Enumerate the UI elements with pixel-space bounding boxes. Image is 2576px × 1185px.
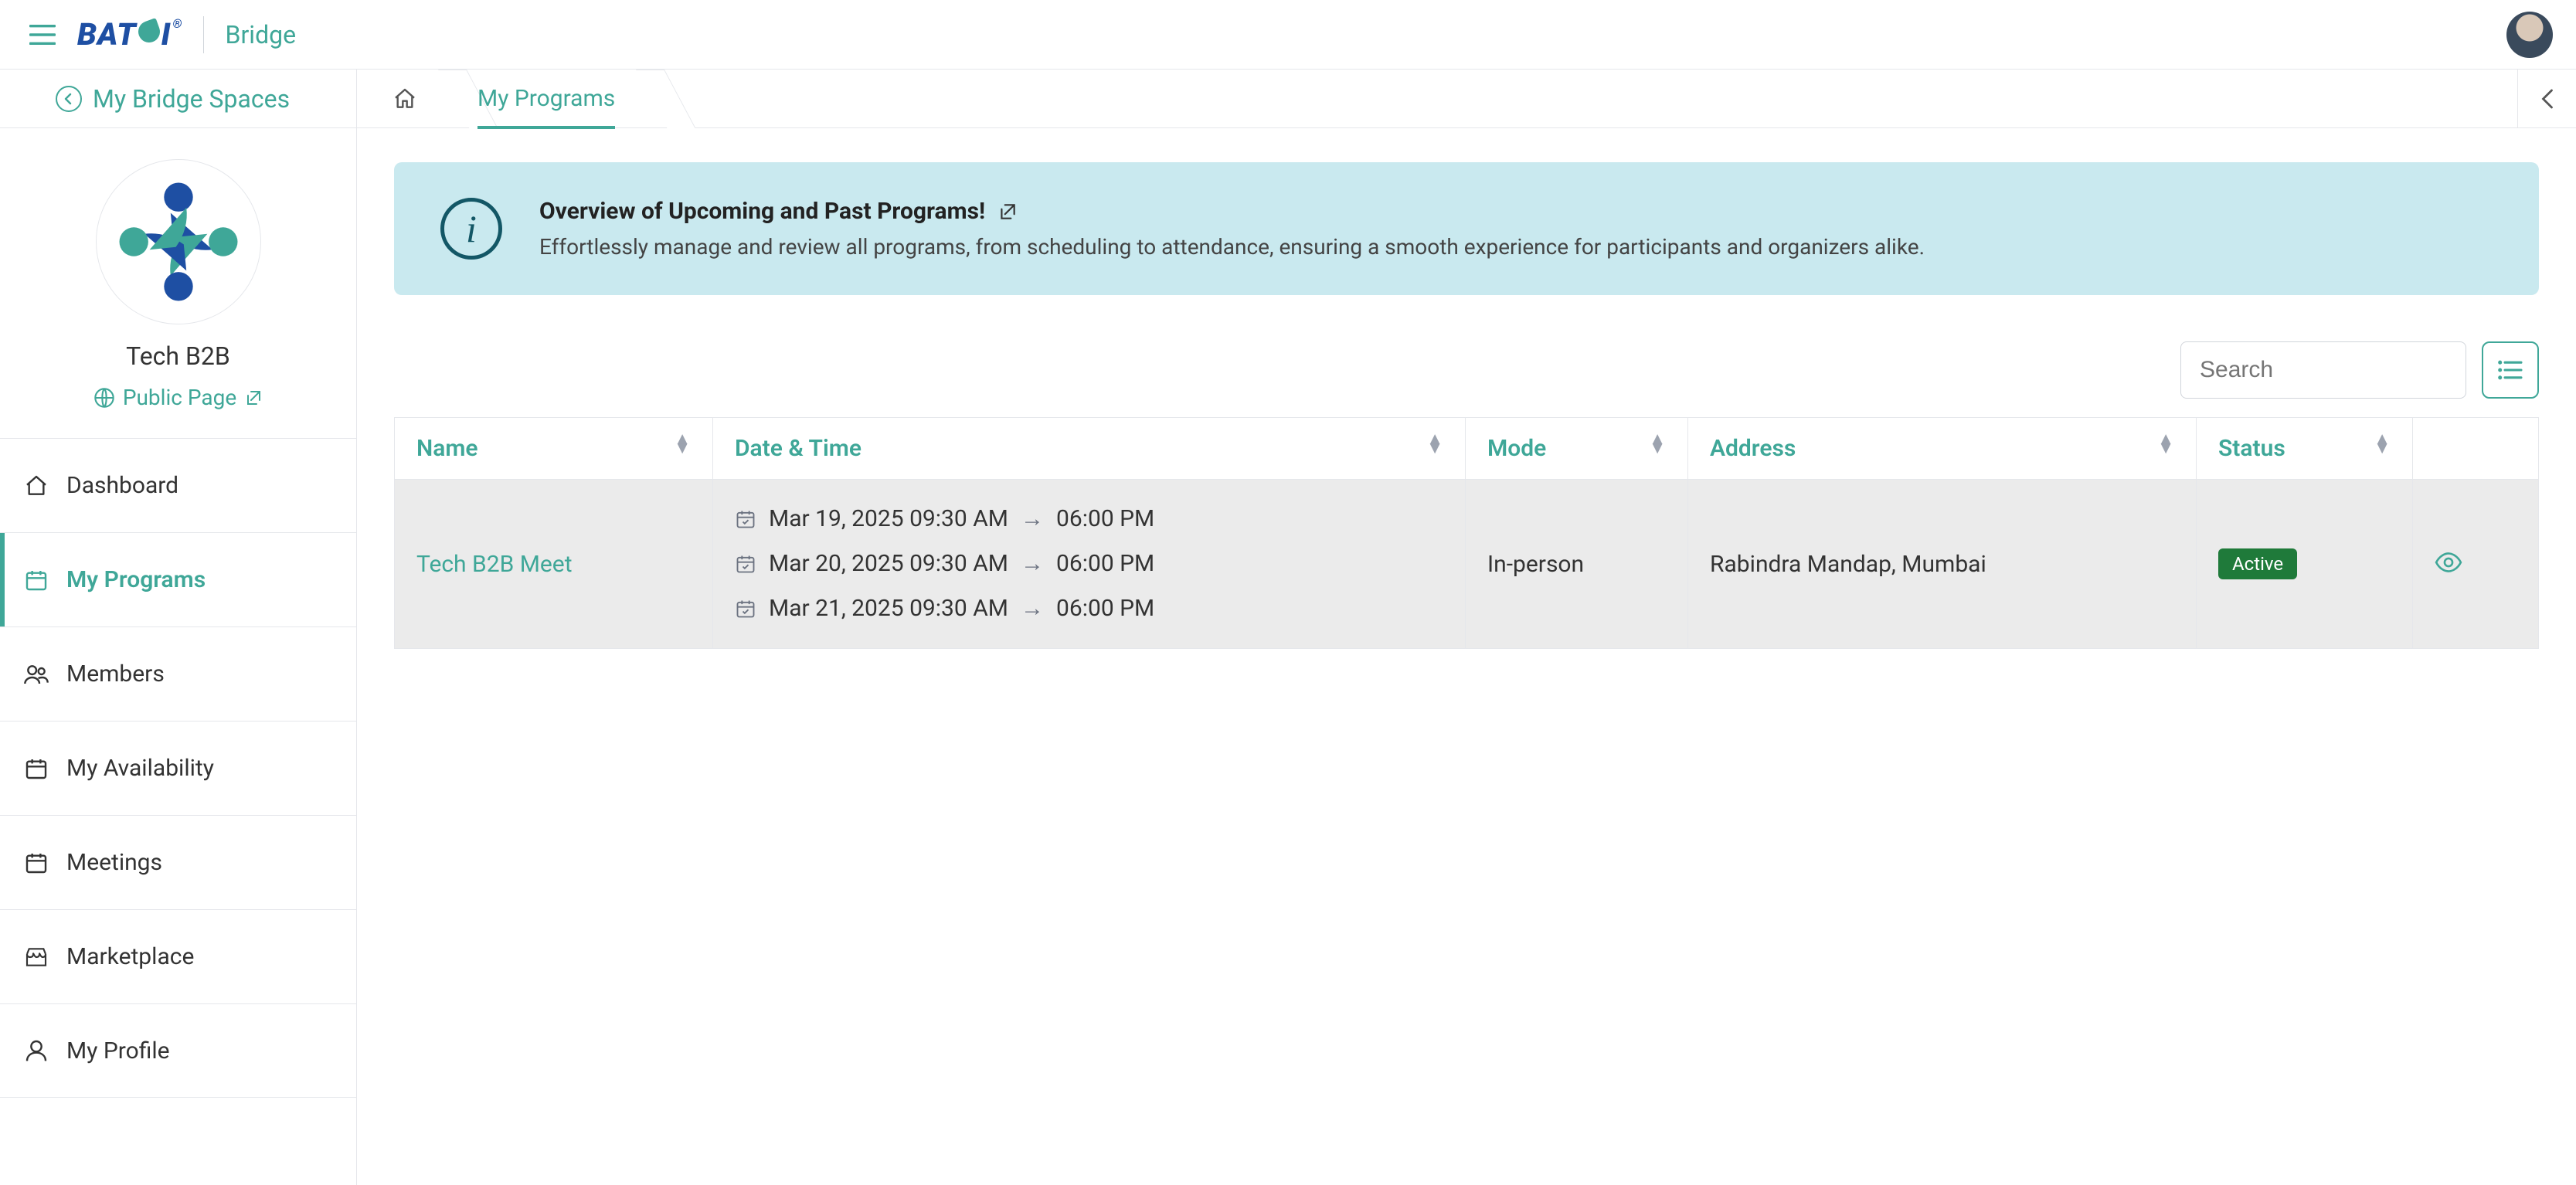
sidebar-item-label: Marketplace bbox=[66, 943, 194, 970]
header-divider bbox=[203, 16, 204, 53]
space-logo-icon bbox=[113, 176, 244, 307]
breadcrumb-home[interactable] bbox=[357, 70, 453, 127]
sidebar-item-dashboard[interactable]: Dashboard bbox=[0, 438, 356, 532]
date-entry: Mar 21, 2025 09:30 AM → 06:00 PM bbox=[735, 586, 1443, 631]
info-icon: i bbox=[440, 198, 502, 260]
sidebar-item-label: Meetings bbox=[66, 849, 162, 876]
breadcrumb-back[interactable]: My Bridge Spaces bbox=[0, 70, 357, 127]
column-header-status[interactable]: Status ▲▼ bbox=[2197, 418, 2413, 480]
chevron-left-icon bbox=[2539, 88, 2556, 110]
sidebar: Tech B2B Public Page Dashboard bbox=[0, 128, 357, 1185]
sidebar-item-label: My Programs bbox=[66, 566, 206, 593]
home-icon bbox=[23, 474, 49, 498]
sidebar-item-label: Dashboard bbox=[66, 472, 178, 499]
space-name: Tech B2B bbox=[126, 341, 230, 371]
search-input[interactable] bbox=[2180, 341, 2466, 399]
info-banner: i Overview of Upcoming and Past Programs… bbox=[394, 162, 2539, 295]
banner-title: Overview of Upcoming and Past Programs! bbox=[539, 198, 1925, 225]
table-row[interactable]: Tech B2B Meet Mar 19, 2025 09:30 AM → 06… bbox=[395, 480, 2539, 649]
external-link-icon[interactable] bbox=[997, 202, 1018, 222]
arrow-right-icon: → bbox=[1021, 542, 1044, 586]
sort-icon: ▲▼ bbox=[2157, 435, 2174, 453]
sidebar-item-marketplace[interactable]: Marketplace bbox=[0, 909, 356, 1003]
main-content: i Overview of Upcoming and Past Programs… bbox=[357, 128, 2576, 1185]
table-toolbar bbox=[394, 341, 2539, 399]
arrow-right-icon: → bbox=[1021, 497, 1044, 542]
sidebar-item-label: My Profile bbox=[66, 1037, 170, 1064]
table-header-row: Name ▲▼ Date & Time ▲▼ Mode ▲▼ Address ▲… bbox=[395, 418, 2539, 480]
home-icon bbox=[393, 87, 417, 111]
store-icon bbox=[23, 945, 49, 969]
calendar-check-icon bbox=[735, 598, 756, 620]
sidebar-item-label: Members bbox=[66, 660, 165, 688]
sidebar-item-my-programs[interactable]: My Programs bbox=[0, 532, 356, 626]
top-header: BATI® Bridge bbox=[0, 0, 2576, 70]
breadcrumb-current-label: My Programs bbox=[477, 85, 615, 112]
back-arrow-icon bbox=[56, 86, 82, 112]
cell-datetime: Mar 19, 2025 09:30 AM → 06:00 PM Mar 20,… bbox=[713, 480, 1466, 649]
globe-icon bbox=[93, 387, 115, 409]
column-header-actions bbox=[2413, 418, 2539, 480]
column-header-address[interactable]: Address ▲▼ bbox=[1688, 418, 2197, 480]
arrow-right-icon: → bbox=[1021, 586, 1044, 631]
sidebar-item-my-profile[interactable]: My Profile bbox=[0, 1003, 356, 1098]
list-icon bbox=[2497, 359, 2523, 381]
column-header-datetime[interactable]: Date & Time ▲▼ bbox=[713, 418, 1466, 480]
external-link-icon bbox=[244, 389, 263, 407]
public-page-label: Public Page bbox=[123, 385, 236, 410]
breadcrumb-trail: My Programs bbox=[357, 70, 2576, 127]
cell-status: Active bbox=[2197, 480, 2413, 649]
programs-table: Name ▲▼ Date & Time ▲▼ Mode ▲▼ Address ▲… bbox=[394, 417, 2539, 649]
date-entry: Mar 19, 2025 09:30 AM → 06:00 PM bbox=[735, 497, 1443, 542]
program-name-link[interactable]: Tech B2B Meet bbox=[416, 551, 573, 578]
column-header-mode[interactable]: Mode ▲▼ bbox=[1466, 418, 1688, 480]
calendar-check-icon bbox=[735, 553, 756, 575]
column-header-name[interactable]: Name ▲▼ bbox=[395, 418, 713, 480]
sort-icon: ▲▼ bbox=[1426, 435, 1443, 453]
sort-icon: ▲▼ bbox=[2374, 435, 2391, 453]
users-icon bbox=[23, 662, 49, 687]
user-icon bbox=[23, 1038, 49, 1063]
public-page-link[interactable]: Public Page bbox=[93, 385, 263, 410]
list-view-button[interactable] bbox=[2482, 341, 2539, 399]
sidebar-item-label: My Availability bbox=[66, 755, 214, 782]
cell-address: Rabindra Mandap, Mumbai bbox=[1688, 480, 2197, 649]
calendar-icon bbox=[23, 568, 49, 592]
space-header: Tech B2B Public Page bbox=[0, 128, 356, 438]
collapse-panel-button[interactable] bbox=[2517, 70, 2576, 127]
user-avatar[interactable] bbox=[2506, 12, 2553, 58]
date-entry: Mar 20, 2025 09:30 AM → 06:00 PM bbox=[735, 542, 1443, 586]
space-logo bbox=[96, 159, 261, 324]
sidebar-item-members[interactable]: Members bbox=[0, 626, 356, 721]
hamburger-icon bbox=[29, 25, 56, 45]
banner-body: Effortlessly manage and review all progr… bbox=[539, 234, 1925, 260]
sidebar-item-my-availability[interactable]: My Availability bbox=[0, 721, 356, 815]
menu-toggle-button[interactable] bbox=[15, 25, 70, 45]
leaf-icon bbox=[135, 18, 163, 46]
sort-icon: ▲▼ bbox=[674, 435, 691, 453]
brand-logo[interactable]: BATI® bbox=[70, 16, 182, 53]
sort-icon: ▲▼ bbox=[1649, 435, 1666, 453]
cell-mode: In-person bbox=[1466, 480, 1688, 649]
calendar-check-icon bbox=[735, 508, 756, 530]
calendar-icon bbox=[23, 756, 49, 781]
eye-icon bbox=[2435, 552, 2462, 572]
breadcrumb-back-label: My Bridge Spaces bbox=[93, 84, 290, 114]
sidebar-item-meetings[interactable]: Meetings bbox=[0, 815, 356, 909]
breadcrumb-bar: My Bridge Spaces My Programs bbox=[0, 70, 2576, 128]
calendar-icon bbox=[23, 851, 49, 875]
product-name[interactable]: Bridge bbox=[226, 20, 297, 49]
logo-text: BATI® bbox=[77, 16, 182, 53]
status-badge: Active bbox=[2218, 548, 2297, 579]
cell-actions bbox=[2413, 480, 2539, 649]
view-button[interactable] bbox=[2435, 548, 2462, 579]
